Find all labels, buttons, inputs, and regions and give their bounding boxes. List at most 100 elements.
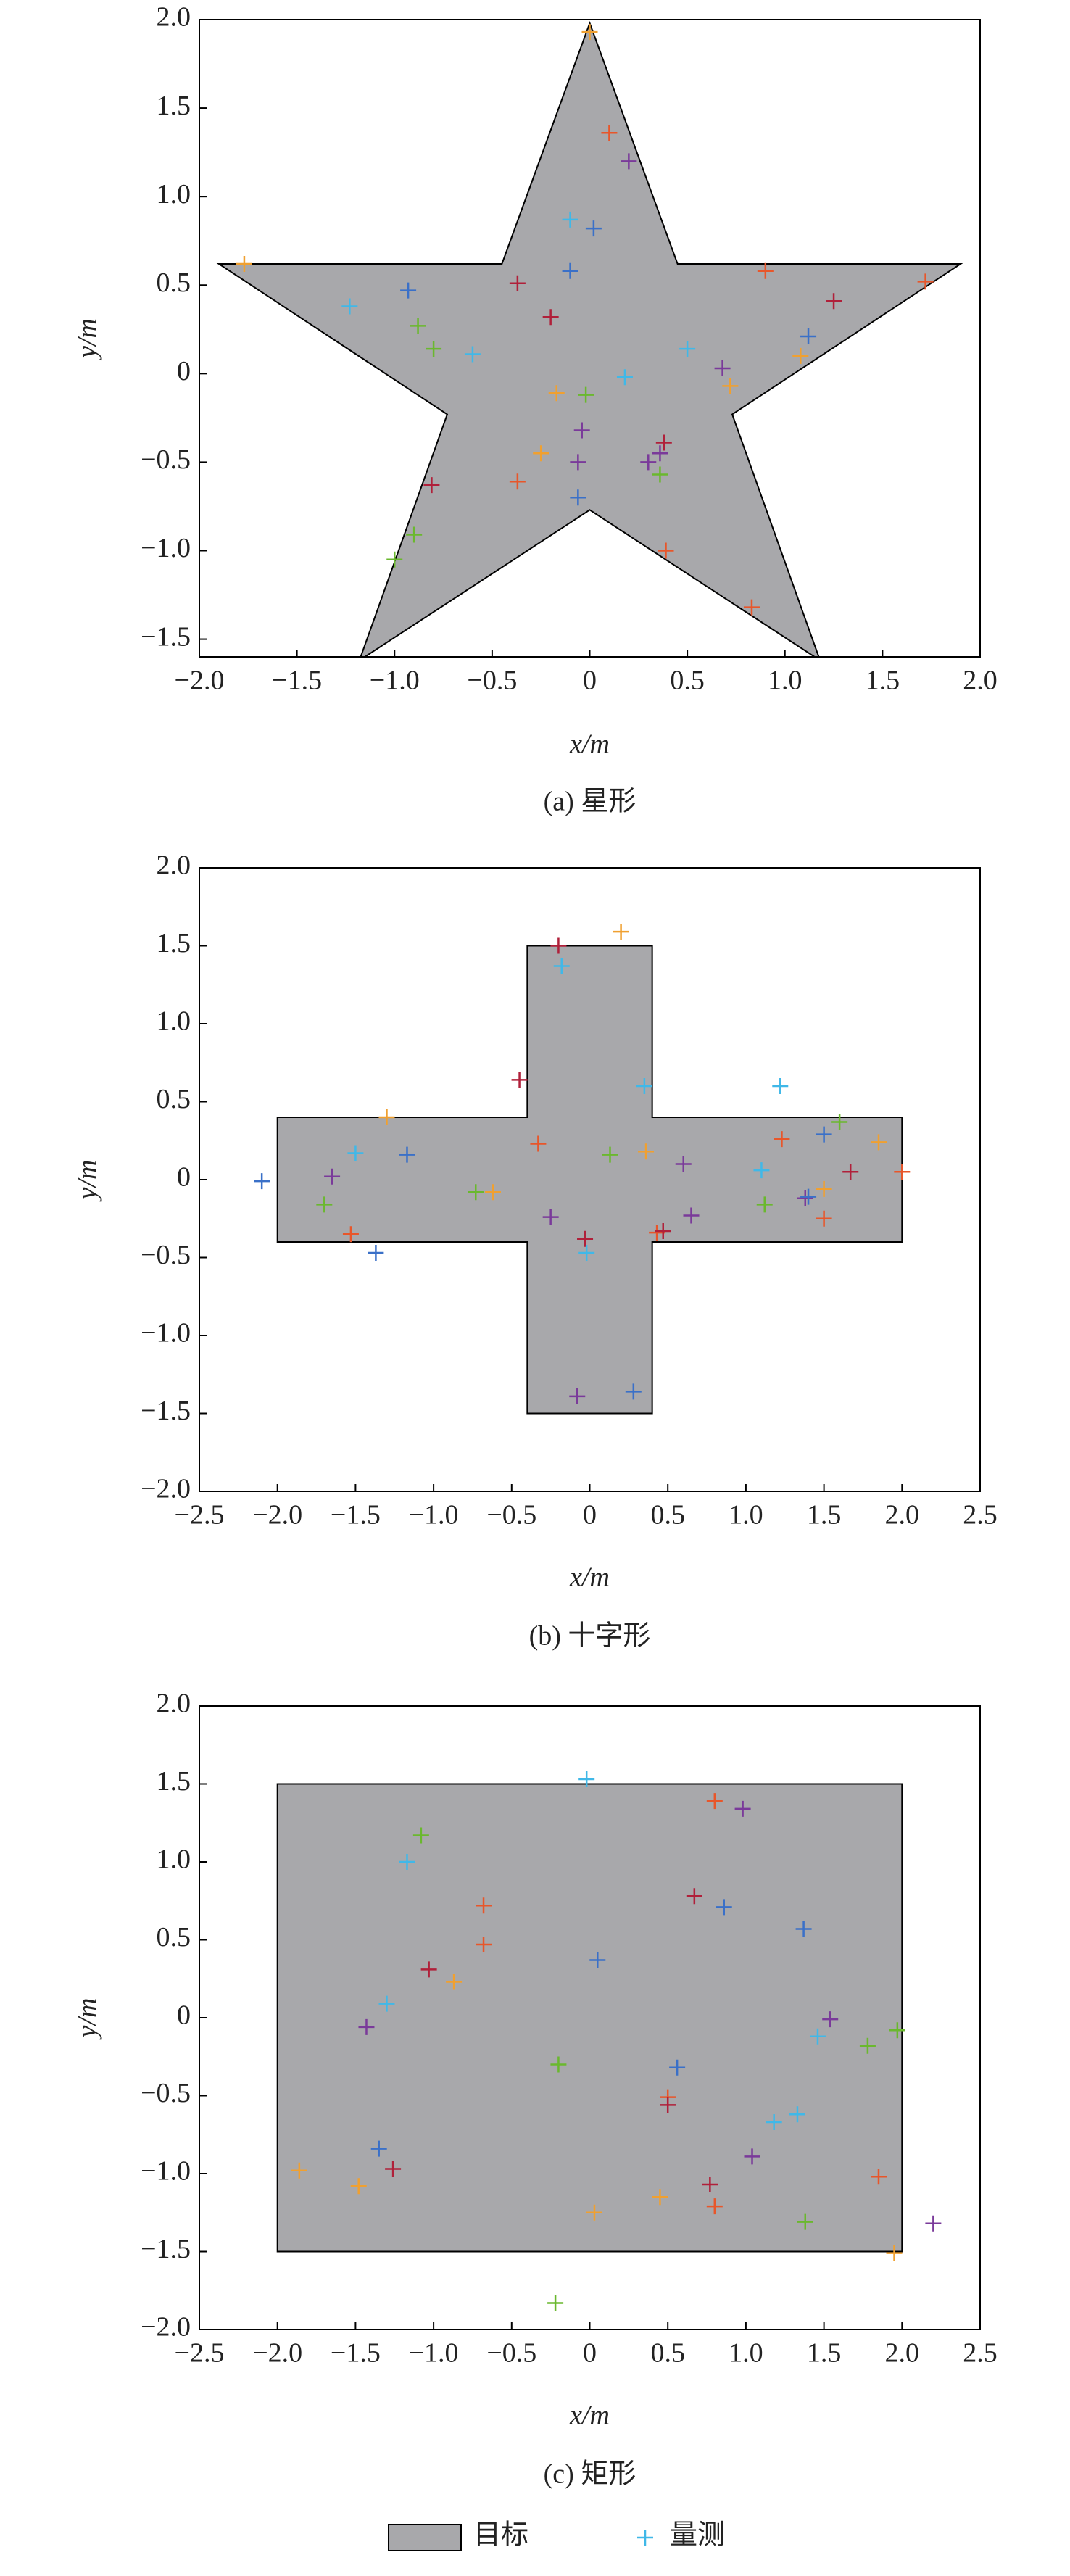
- measurement-marker: [702, 2177, 718, 2193]
- measurement-marker: [870, 2169, 887, 2185]
- measurement-marker: [350, 2178, 367, 2195]
- measurement-marker: [886, 2245, 903, 2261]
- measurement-marker: [412, 1827, 429, 1844]
- y-tick-label: −1.0: [141, 533, 191, 563]
- measurement-marker: [613, 924, 629, 940]
- measurement-marker: [542, 309, 559, 326]
- measurement-marker: [772, 1078, 789, 1094]
- measurement-marker: [706, 1793, 723, 1810]
- measurement-marker: [625, 1383, 642, 1400]
- x-tick-label: −1.0: [370, 666, 420, 696]
- target-shape: [216, 20, 963, 657]
- measurement-marker: [589, 1952, 606, 1968]
- measurement-marker: [542, 1209, 559, 1225]
- measurement-marker: [917, 273, 934, 290]
- x-tick-label: 2.0: [885, 2338, 920, 2369]
- x-tick-label: 1.0: [729, 2338, 763, 2369]
- measurement-marker: [652, 445, 668, 462]
- y-axis-label: y/m: [72, 1998, 103, 2041]
- y-tick-label: 1.0: [157, 1006, 191, 1037]
- y-tick-label: −2.0: [141, 1474, 191, 1504]
- measurement-marker: [533, 445, 549, 462]
- measurement-marker: [476, 1936, 492, 1952]
- measurement-marker: [509, 473, 526, 490]
- target-shape: [276, 945, 903, 1415]
- x-tick-label: 0.5: [670, 666, 705, 696]
- x-tick-label: −0.5: [486, 1500, 536, 1531]
- measurement-marker: [577, 1230, 594, 1247]
- measurement-marker: [716, 1899, 732, 1916]
- x-tick-label: −0.5: [467, 666, 517, 696]
- measurement-marker: [400, 282, 417, 299]
- measurement-marker: [530, 1135, 547, 1152]
- measurement-marker: [570, 489, 586, 506]
- measurement-marker: [585, 220, 602, 237]
- measurement-marker: [378, 1995, 395, 2012]
- measurement-marker: [484, 1184, 501, 1201]
- plot-area: [216, 20, 963, 657]
- measurement-marker: [581, 24, 598, 41]
- measurement-marker: [831, 1114, 848, 1130]
- measurement-marker: [800, 1188, 817, 1205]
- measurement-marker: [669, 2059, 686, 2076]
- measurement-marker: [420, 1961, 437, 1978]
- measurement-marker: [660, 2097, 676, 2113]
- measurement-marker: [743, 599, 760, 616]
- measurement-marker: [410, 318, 426, 334]
- y-tick-label: 0: [177, 1162, 191, 1193]
- measurement-marker: [800, 328, 817, 345]
- measurement-marker: [573, 422, 590, 439]
- x-tick-label: −0.5: [486, 2338, 536, 2369]
- measurement-marker: [562, 262, 578, 279]
- y-axis-label: y/m: [72, 318, 103, 361]
- measurement-marker: [511, 1072, 528, 1088]
- measurement-marker: [562, 211, 578, 228]
- measurement-marker: [756, 1196, 773, 1213]
- measurement-marker: [652, 2189, 668, 2206]
- legend-swatch: [388, 2524, 462, 2551]
- legend-label: 目标: [473, 2520, 528, 2551]
- measurement-marker: [822, 2011, 839, 2028]
- measurement-marker: [789, 2106, 805, 2123]
- measurement-marker: [342, 1226, 359, 1243]
- measurement-marker: [347, 1145, 364, 1161]
- measurement-marker: [795, 1921, 812, 1937]
- legend-marker: [637, 2530, 653, 2546]
- y-tick-label: −1.5: [141, 621, 191, 652]
- measurement-marker: [636, 1078, 652, 1094]
- measurement-marker: [569, 1388, 586, 1404]
- x-tick-label: −2.0: [252, 2338, 302, 2369]
- x-tick-label: −2.0: [252, 1500, 302, 1531]
- x-axis-label: x/m: [569, 2401, 610, 2431]
- measurement-marker: [792, 347, 809, 364]
- x-tick-label: 0: [583, 2338, 597, 2369]
- y-tick-label: 1.5: [157, 1766, 191, 1797]
- y-tick-label: −1.5: [141, 2234, 191, 2264]
- target-shape: [276, 1783, 903, 2253]
- measurement-marker: [816, 1126, 832, 1143]
- measurement-marker: [797, 1190, 813, 1206]
- y-axis-label: y/m: [72, 1160, 103, 1203]
- y-tick-label: −1.5: [141, 1396, 191, 1426]
- x-tick-label: 0: [583, 1500, 597, 1531]
- measurement-marker: [621, 153, 637, 170]
- measurement-marker: [686, 1888, 702, 1905]
- x-tick-label: 1.0: [729, 1500, 763, 1531]
- measurement-marker: [652, 466, 668, 483]
- x-tick-label: −1.5: [331, 2338, 381, 2369]
- x-tick-label: 1.5: [807, 2338, 842, 2369]
- measurement-marker: [254, 1173, 270, 1190]
- x-tick-label: 0: [583, 666, 597, 696]
- y-tick-label: −1.0: [141, 2156, 191, 2187]
- measurement-marker: [468, 1184, 484, 1201]
- x-tick-label: −2.5: [175, 2338, 225, 2369]
- y-tick-label: 2.0: [157, 1689, 191, 1719]
- measurement-marker: [658, 542, 674, 559]
- y-tick-label: 0.5: [157, 1922, 191, 1952]
- measurement-marker: [341, 298, 358, 315]
- measurement-marker: [655, 1222, 671, 1239]
- measurement-marker: [859, 2037, 876, 2054]
- y-tick-label: 0.5: [157, 268, 191, 298]
